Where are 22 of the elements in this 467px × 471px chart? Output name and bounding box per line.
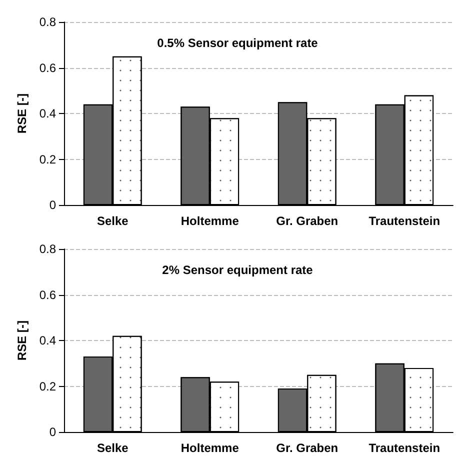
y-tick-label: 0.2 — [39, 152, 56, 166]
x-tick-label: Holtemme — [180, 441, 240, 455]
y-tick-label: 0.4 — [39, 334, 56, 348]
y-tick-label: 0.6 — [39, 60, 56, 75]
text: 2% Sensor equipment rate — [162, 263, 314, 277]
x-tick-label: Gr. Graben — [276, 214, 338, 228]
y-tick-label: 0 — [49, 198, 56, 212]
x-tick-label: Selke — [96, 214, 129, 228]
x-tick-label: Trautenstein — [368, 214, 440, 228]
x-tick-label: Selke — [96, 441, 129, 455]
y-tick-label: 0.4 — [39, 106, 56, 120]
y-axis-title: RSE [-] — [15, 94, 29, 134]
x-tick-label: Trautenstein — [368, 441, 440, 455]
y-tick-label: 0.8 — [39, 242, 56, 256]
x-tick-label: Holtemme — [180, 214, 240, 228]
y-axis-title: RSE [-] — [15, 320, 29, 360]
text: 0.5% Sensor equipment rate — [157, 36, 318, 50]
y-tick-label: 0.8 — [39, 15, 56, 29]
y-tick-label: 0.2 — [39, 379, 56, 394]
y-tick-label: 0 — [49, 425, 56, 439]
y-tick-label: 0.6 — [39, 288, 56, 302]
x-tick-label: Gr. Graben — [276, 441, 338, 455]
